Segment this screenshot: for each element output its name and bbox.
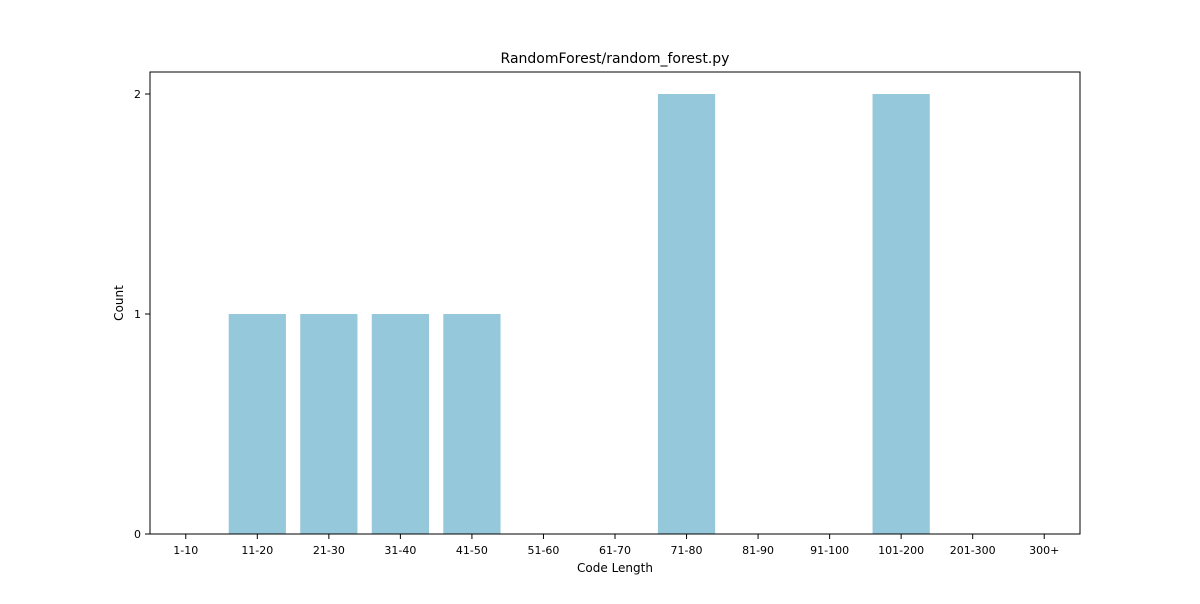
bar-21-30 (300, 314, 358, 534)
x-tick-label: 201-300 (950, 544, 996, 557)
x-tick-label: 31-40 (384, 544, 416, 557)
bar-101-200 (872, 94, 930, 534)
x-tick-label: 41-50 (456, 544, 488, 557)
x-tick-label: 300+ (1029, 544, 1059, 557)
bar-11-20 (228, 314, 286, 534)
y-axis-label: Count (112, 285, 126, 321)
bar-31-40 (371, 314, 429, 534)
chart-title: RandomForest/random_forest.py (501, 51, 730, 67)
y-axis-ticks: 0 1 2 (134, 88, 150, 541)
x-tick-label: 71-80 (671, 544, 703, 557)
x-tick-label: 11-20 (241, 544, 273, 557)
plot-frame (149, 71, 1081, 535)
x-axis-ticks: 1-10 11-20 21-30 31-40 41-50 51-60 61-70 71-80 8… (173, 534, 1059, 557)
x-tick-label: 1-10 (173, 544, 198, 557)
y-tick-label: 1 (134, 308, 141, 321)
x-tick-label: 81-90 (742, 544, 774, 557)
bar-71-80 (657, 94, 716, 534)
x-axis-label: Code Length (577, 561, 653, 575)
y-tick-label: 0 (134, 528, 141, 541)
x-tick-label: 91-100 (810, 544, 849, 557)
x-tick-label: 61-70 (599, 544, 631, 557)
y-tick-label: 2 (134, 88, 141, 101)
bar-41-50 (443, 314, 501, 534)
x-tick-label: 21-30 (313, 544, 345, 557)
x-tick-label: 51-60 (527, 544, 559, 557)
bars-group (228, 94, 930, 534)
x-tick-label: 101-200 (878, 544, 924, 557)
